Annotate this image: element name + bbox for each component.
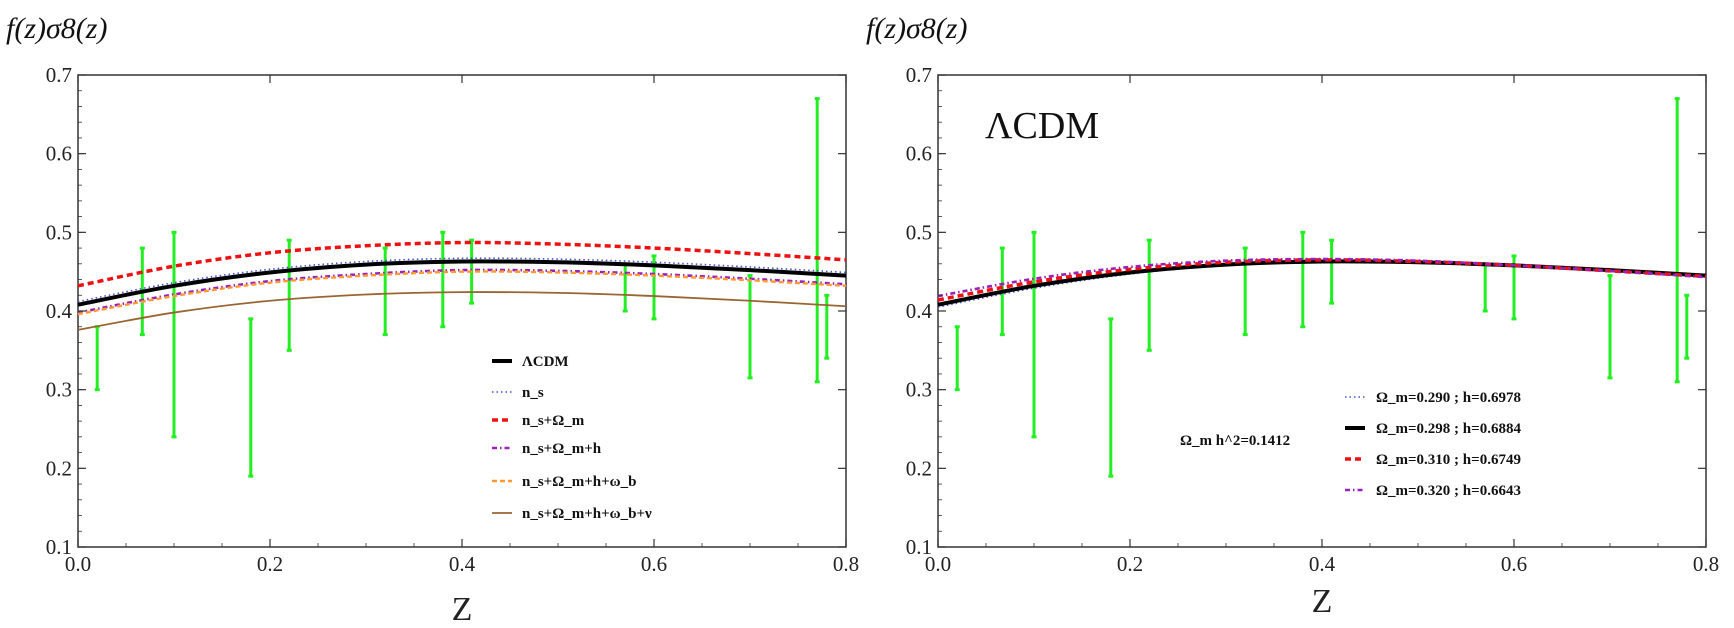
right-errorbars <box>954 97 1690 478</box>
right-series-line <box>937 257 1707 298</box>
right-y-axis-title: f(z)σ8(z) <box>866 12 967 45</box>
right-axis-ticks: 0.0 0.2 0.4 0.6 0.8 0.1 0.2 0.3 0.4 0.5 0.6 0.7 <box>906 63 1719 576</box>
right-chart-panel: f(z)σ8(z) ΛCDM 0.0 0.2 0.4 0.6 0.80.10.20.30… <box>866 12 1719 620</box>
left-x-tick-label: 0.2 <box>257 552 283 576</box>
left-axis-ticks: 0.0 0.2 0.4 0.6 0.8 0.1 0.2 0.3 0.4 0.5 0.6 0.7 <box>46 63 859 576</box>
left-series-line <box>77 270 847 316</box>
left-y-tick-label: 0.6 <box>46 142 72 166</box>
left-y-tick-label: 0.2 <box>46 456 72 480</box>
legend-label-om310: Ω_m=0.310 ; h=0.6749 <box>1376 452 1521 468</box>
right-x-tick-label: 0.4 <box>1309 552 1336 576</box>
left-chart-panel: f(z)σ8(z) 0.0 0.2 0.4 0.6 0.8 0.1 0.2 0.3 0.4 0.5… <box>6 12 859 628</box>
legend-label-om320: Ω_m=0.320 ; h=0.6643 <box>1376 483 1521 499</box>
left-y-tick-label: 0.1 <box>46 535 72 559</box>
left-y-tick-label: 0.5 <box>46 220 72 244</box>
left-x-tick-label: 0.8 <box>833 552 859 576</box>
left-series-line <box>77 257 847 303</box>
right-y-tick-label: 0.5 <box>906 220 932 244</box>
left-x-axis-title: Z <box>452 591 473 628</box>
right-series-group <box>937 257 1707 308</box>
right-y-axis-title-text: f(z)σ8(z) <box>866 12 967 45</box>
legend-label-ns-om-h: n_s+Ω_m+h <box>522 441 602 457</box>
right-y-tick-label: 0.6 <box>906 142 932 166</box>
left-y-tick-label: 0.4 <box>46 299 73 323</box>
right-y-tick-label: 0.7 <box>906 63 932 87</box>
legend-label-lcdm: ΛCDM <box>522 354 569 370</box>
left-series-line <box>77 291 847 331</box>
left-y-tick-label: 0.7 <box>46 63 72 87</box>
left-series-line <box>77 259 847 307</box>
right-x-tick-label: 0.6 <box>1501 552 1527 576</box>
left-x-tick-label: 0.6 <box>641 552 667 576</box>
legend-label-ns: n_s <box>522 385 544 401</box>
left-plot-frame <box>77 74 847 548</box>
right-annotation-omh2: Ω_m h^2=0.1412 <box>1180 433 1290 449</box>
left-x-tick-label: 0.0 <box>65 552 91 576</box>
right-panel-title: ΛCDM <box>985 105 1099 147</box>
left-y-tick-label: 0.3 <box>46 378 72 402</box>
left-x-tick-label: 0.4 <box>449 552 476 576</box>
left-series-line <box>77 268 847 314</box>
right-x-tick-label: 0.0 <box>925 552 951 576</box>
right-x-tick-label: 0.2 <box>1117 552 1143 576</box>
right-series-line <box>937 259 1707 307</box>
right-y-tick-label: 0.3 <box>906 378 932 402</box>
left-legend: ΛCDM n_s n_s+Ω_m n_s+Ω_m+h n_s+Ω_m+h+ω_b… <box>492 354 652 522</box>
left-errorbars <box>94 97 830 478</box>
right-y-tick-label: 0.4 <box>906 299 933 323</box>
right-y-tick-label: 0.2 <box>906 456 932 480</box>
left-y-axis-title-text: f(z)σ8(z) <box>6 12 107 45</box>
legend-label-om290: Ω_m=0.290 ; h=0.6978 <box>1376 390 1521 406</box>
legend-label-ns-om-h-wb-nu: n_s+Ω_m+h+ω_b+ν <box>522 506 652 522</box>
right-series-line <box>937 258 1707 302</box>
left-y-axis-title: f(z)σ8(z) <box>6 12 107 45</box>
legend-label-ns-om: n_s+Ω_m <box>522 413 585 429</box>
legend-label-ns-om-h-wb: n_s+Ω_m+h+ω_b <box>522 474 636 490</box>
right-x-axis-title: Z <box>1312 583 1333 620</box>
left-series-group <box>77 240 847 331</box>
right-x-tick-label: 0.8 <box>1693 552 1719 576</box>
right-legend: Ω_m=0.290 ; h=0.6978 Ω_m=0.298 ; h=0.688… <box>1345 390 1521 499</box>
right-y-tick-label: 0.1 <box>906 535 932 559</box>
legend-label-om298: Ω_m=0.298 ; h=0.6884 <box>1376 421 1521 437</box>
